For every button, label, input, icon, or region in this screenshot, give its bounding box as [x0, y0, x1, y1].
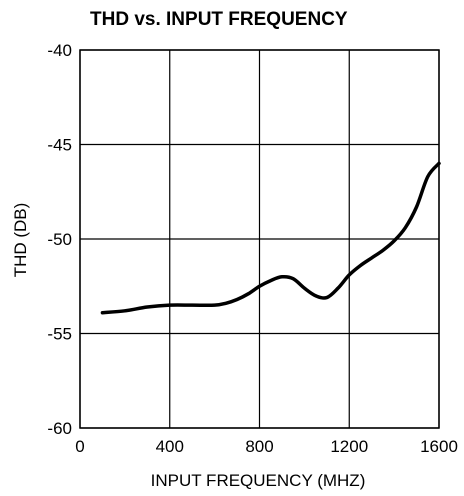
- plot-frame: [79, 49, 440, 429]
- chart-title: THD vs. INPUT FREQUENCY: [90, 9, 348, 30]
- grid: [79, 49, 440, 429]
- x-tick-label: 1600: [420, 437, 458, 456]
- y-tick-label: -50: [47, 230, 72, 249]
- x-tick-label: 1200: [330, 437, 368, 456]
- y-tick-label: -45: [47, 136, 72, 155]
- y-axis-label: THD (DB): [11, 203, 30, 278]
- y-tick-label: -40: [47, 41, 72, 60]
- y-tick-label: -60: [47, 419, 72, 438]
- y-tick-labels: -40 -45 -50 -55 -60: [47, 41, 72, 438]
- x-tick-labels: 0 400 800 1200 1600: [75, 437, 458, 456]
- x-tick-label: 800: [245, 437, 273, 456]
- x-tick-label: 0: [75, 437, 84, 456]
- y-tick-label: -55: [47, 325, 72, 344]
- x-tick-label: 400: [156, 437, 184, 456]
- x-axis-label: INPUT FREQUENCY (MHZ): [151, 471, 366, 490]
- thd-curve: [100, 161, 441, 315]
